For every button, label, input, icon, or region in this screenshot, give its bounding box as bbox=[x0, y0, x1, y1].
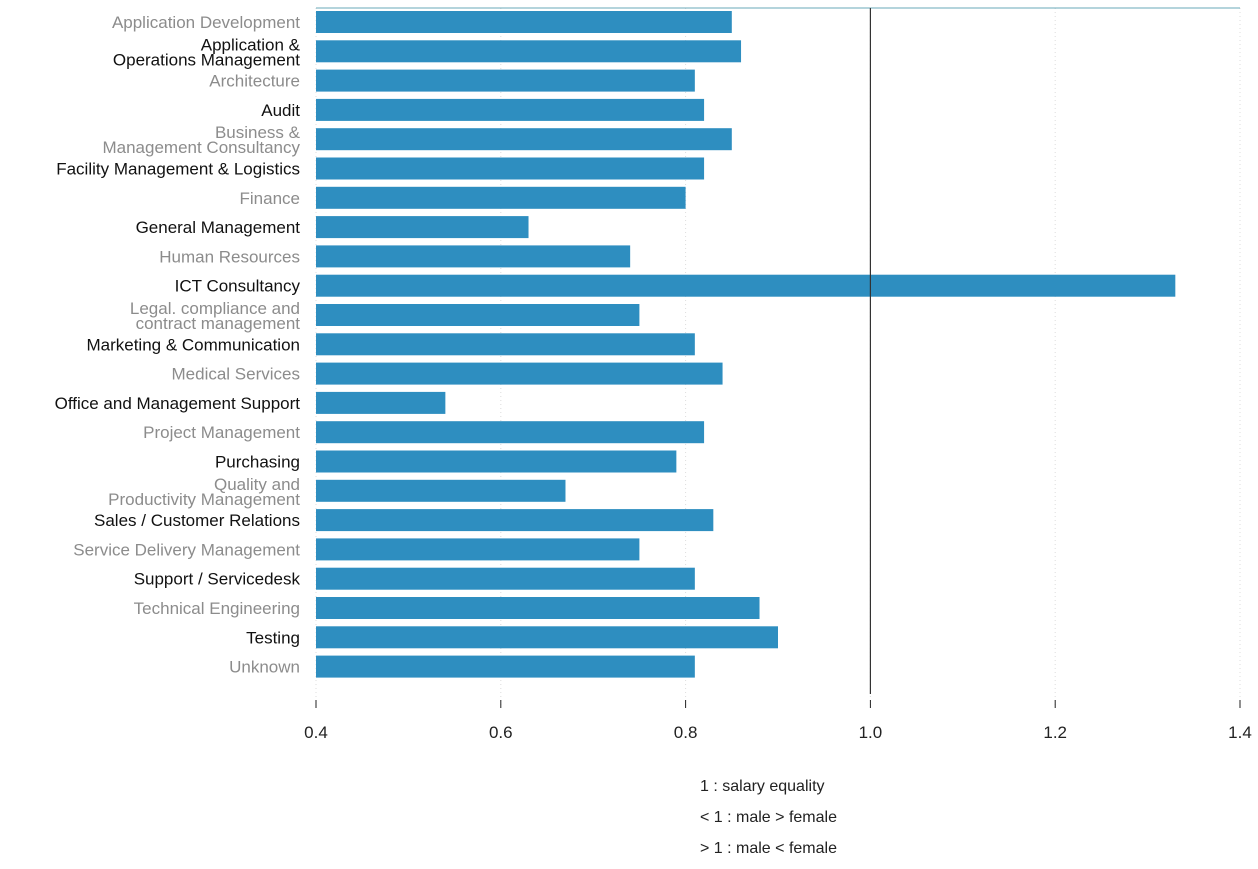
bar bbox=[316, 69, 695, 92]
x-tick-label: 1.0 bbox=[859, 723, 883, 742]
bar bbox=[316, 391, 446, 414]
category-label: ICT Consultancy bbox=[175, 277, 301, 296]
bars bbox=[316, 11, 1176, 678]
bar bbox=[316, 274, 1176, 297]
bar bbox=[316, 362, 723, 385]
category-label: Application Development bbox=[112, 13, 300, 32]
bar bbox=[316, 597, 760, 619]
category-label-line: Application & bbox=[201, 35, 301, 54]
category-label: Service Delivery Management bbox=[73, 540, 300, 559]
category-label-line: contract management bbox=[136, 314, 301, 333]
bar bbox=[316, 157, 705, 180]
bar bbox=[316, 626, 778, 649]
category-label: Human Resources bbox=[159, 247, 300, 266]
category-label: Medical Services bbox=[172, 365, 301, 384]
bar bbox=[316, 245, 631, 268]
category-label-line: Medical Services bbox=[172, 365, 301, 384]
x-tick-label: 1.4 bbox=[1228, 723, 1252, 742]
category-label-line: Sales / Customer Relations bbox=[94, 511, 300, 530]
category-label: Support / Servicedesk bbox=[134, 570, 301, 589]
bar bbox=[316, 421, 705, 444]
salary-ratio-bar-chart: Application Development Application & Oper… bbox=[55, 7, 1252, 742]
bar bbox=[316, 333, 695, 356]
x-tick-label: 1.2 bbox=[1043, 723, 1067, 742]
category-label: Finance bbox=[240, 189, 300, 208]
category-label: Business & Management Consultancy bbox=[102, 123, 300, 157]
category-label-line: Support / Servicedesk bbox=[134, 570, 301, 589]
category-label-line: Technical Engineering bbox=[134, 599, 300, 618]
category-label-line: Operations Management bbox=[113, 50, 300, 69]
category-label: Project Management bbox=[143, 423, 300, 442]
category-label: Audit bbox=[261, 101, 300, 120]
bar bbox=[316, 479, 566, 502]
category-label-line: Management Consultancy bbox=[102, 138, 300, 157]
category-labels: Application Development Application & Oper… bbox=[55, 13, 301, 677]
x-tick-label: 0.4 bbox=[304, 723, 328, 742]
category-label-line: Business & bbox=[215, 123, 301, 142]
category-label: Office and Management Support bbox=[55, 394, 301, 413]
category-label-line: Productivity Management bbox=[108, 490, 300, 509]
category-label-line: Facility Management & Logistics bbox=[56, 160, 300, 179]
category-label: Marketing & Communication bbox=[86, 335, 300, 354]
x-tick-label: 0.8 bbox=[674, 723, 698, 742]
category-label-line: Service Delivery Management bbox=[73, 540, 300, 559]
bar bbox=[316, 567, 695, 590]
legend: 1 : salary equality < 1 : male > female … bbox=[700, 776, 1000, 869]
bar bbox=[316, 450, 677, 473]
legend-female-greater: > 1 : male < female bbox=[700, 840, 837, 857]
category-label-line: Application Development bbox=[112, 13, 300, 32]
legend-male-greater: < 1 : male > female bbox=[700, 809, 837, 826]
category-label-line: Purchasing bbox=[215, 453, 300, 472]
category-label: Application & Operations Management bbox=[113, 35, 301, 69]
category-label: Technical Engineering bbox=[134, 599, 300, 618]
category-label: General Management bbox=[136, 218, 301, 237]
category-label: Facility Management & Logistics bbox=[56, 160, 300, 179]
bar bbox=[316, 40, 742, 63]
category-label: Testing bbox=[246, 628, 300, 647]
bar bbox=[316, 538, 640, 561]
legend-salary-equality: 1 : salary equality bbox=[700, 778, 825, 795]
bar bbox=[316, 98, 705, 121]
bar bbox=[316, 655, 695, 678]
bar bbox=[316, 509, 714, 532]
bar bbox=[316, 186, 686, 209]
category-label: Legal. compliance and contract management bbox=[130, 299, 300, 333]
x-tick-label: 0.6 bbox=[489, 723, 513, 742]
category-label-line: Audit bbox=[261, 101, 300, 120]
bar bbox=[316, 11, 732, 33]
category-label-line: Office and Management Support bbox=[55, 394, 301, 413]
category-label-line: Quality and bbox=[214, 475, 300, 494]
category-label-line: Architecture bbox=[209, 72, 300, 91]
category-label: Purchasing bbox=[215, 453, 300, 472]
category-label: Quality and Productivity Management bbox=[108, 475, 300, 509]
category-label-line: Marketing & Communication bbox=[86, 335, 300, 354]
bar bbox=[316, 304, 640, 326]
bar bbox=[316, 128, 732, 151]
category-label-line: ICT Consultancy bbox=[175, 277, 301, 296]
category-label-line: Unknown bbox=[229, 658, 300, 677]
category-label-line: Legal. compliance and bbox=[130, 299, 300, 318]
category-label-line: Human Resources bbox=[159, 247, 300, 266]
category-label-line: Project Management bbox=[143, 423, 300, 442]
x-axis: 0.4 0.6 0.8 1.0 1.2 1.4 bbox=[304, 700, 1252, 742]
category-label-line: Testing bbox=[246, 628, 300, 647]
category-label-line: Finance bbox=[240, 189, 300, 208]
category-label: Unknown bbox=[229, 658, 300, 677]
category-label: Architecture bbox=[209, 72, 300, 91]
category-label: Sales / Customer Relations bbox=[94, 511, 300, 530]
bar bbox=[316, 216, 529, 239]
category-label-line: General Management bbox=[136, 218, 301, 237]
